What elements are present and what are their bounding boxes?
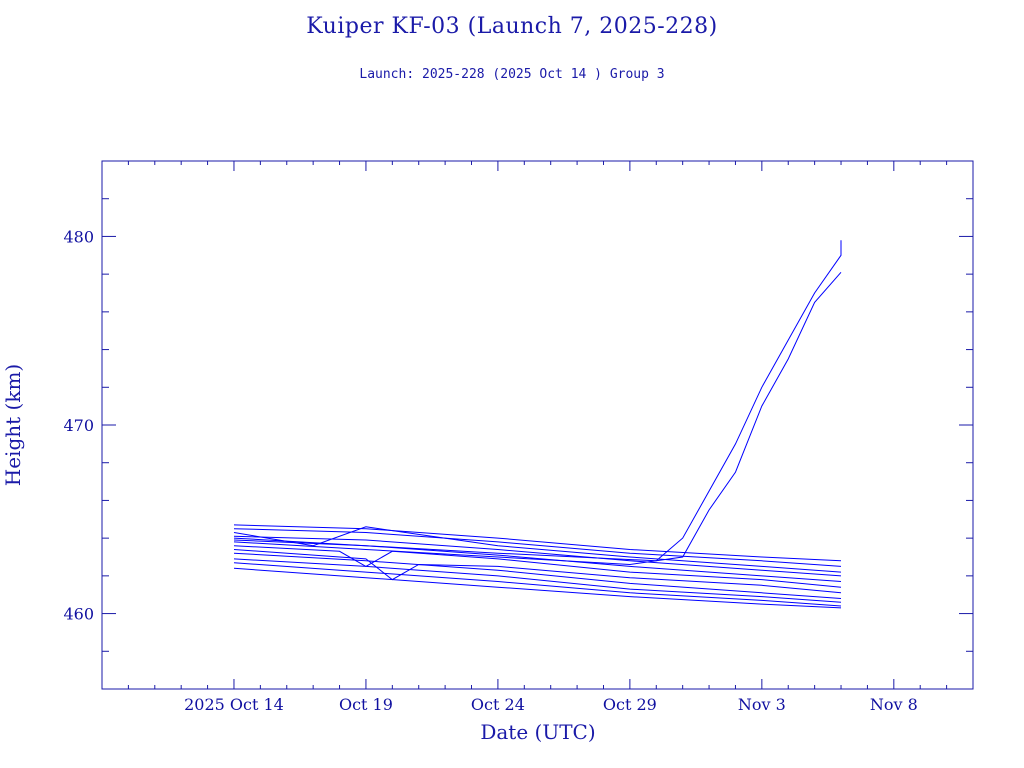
x-tick-label: Nov 8 bbox=[870, 695, 918, 714]
series-line-8 bbox=[233, 552, 842, 599]
chart-title: Kuiper KF-03 (Launch 7, 2025-228) bbox=[306, 14, 718, 39]
series-lines bbox=[233, 240, 842, 609]
series-line-12 bbox=[233, 240, 842, 562]
series-line-11 bbox=[233, 567, 842, 609]
x-tick-label: Oct 29 bbox=[603, 695, 657, 714]
axis-ticks bbox=[101, 160, 974, 690]
plot-border bbox=[101, 160, 974, 690]
x-tick-label: Oct 19 bbox=[339, 695, 393, 714]
x-tick-label: Oct 24 bbox=[471, 695, 525, 714]
series-line-9 bbox=[233, 558, 842, 603]
tick-labels: 2025 Oct 14 Oct 19 Oct 24 Oct 29 Nov 3 Nov 8 4… bbox=[63, 227, 917, 714]
x-tick-label: 2025 Oct 14 bbox=[184, 695, 284, 714]
plot-frame bbox=[101, 160, 974, 690]
series-line-7 bbox=[233, 549, 842, 594]
x-axis-title: Date (UTC) bbox=[480, 720, 595, 744]
series-line-13 bbox=[233, 271, 842, 566]
y-axis-title: Height (km) bbox=[1, 364, 25, 486]
y-tick-label: 470 bbox=[63, 416, 94, 435]
chart-subtitle: Launch: 2025-228 (2025 Oct 14 ) Group 3 bbox=[359, 67, 665, 82]
series-line-4 bbox=[233, 535, 842, 577]
series-line-10 bbox=[233, 562, 842, 607]
x-tick-label: Nov 3 bbox=[738, 695, 786, 714]
y-tick-label: 460 bbox=[63, 605, 94, 624]
series-line-1 bbox=[233, 524, 842, 562]
series-line-2 bbox=[233, 528, 842, 567]
series-line-6 bbox=[233, 545, 842, 588]
series-line-3 bbox=[233, 526, 842, 573]
y-tick-label: 480 bbox=[63, 227, 94, 246]
